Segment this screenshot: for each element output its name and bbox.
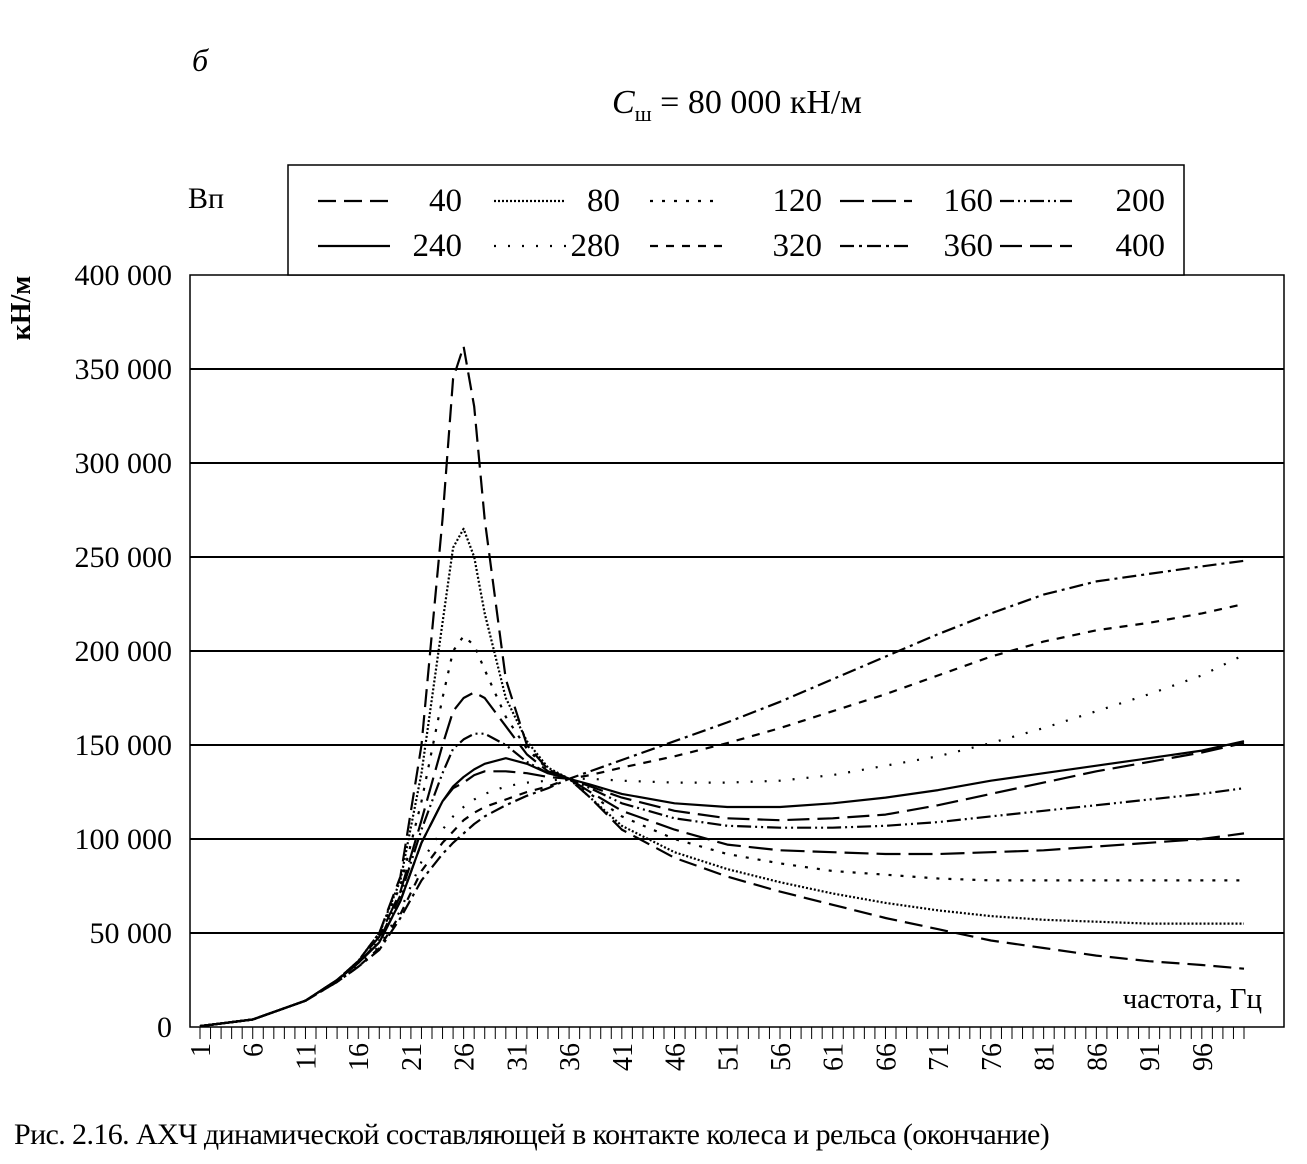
x-tick-label: 1: [186, 1043, 217, 1057]
title-subscript: ш: [634, 100, 652, 126]
x-tick-label: 11: [291, 1043, 322, 1070]
legend-label-200: 200: [1116, 183, 1166, 219]
grid-lines: [190, 368, 1284, 934]
y-tick-label: 250 000: [75, 541, 173, 574]
x-tick-label: 91: [1135, 1043, 1166, 1071]
legend-label-360: 360: [944, 228, 994, 264]
x-tick-label: 36: [555, 1043, 586, 1071]
x-tick-label: 61: [819, 1043, 850, 1071]
legend-label-280: 280: [571, 228, 621, 264]
x-tick-label: 86: [1082, 1043, 1113, 1071]
y-axis-label: кН/м: [6, 275, 37, 341]
legend-title: Вп: [188, 182, 224, 215]
y-tick-label: 100 000: [75, 823, 173, 856]
legend-label-80: 80: [587, 183, 620, 219]
y-tick-label: 50 000: [90, 917, 173, 950]
title-symbol: C: [612, 84, 635, 121]
series-line-40: [199, 345, 1245, 1028]
legend-box: [287, 164, 1185, 276]
series-line-160: [199, 691, 1245, 1028]
title-rest: = 80 000 кН/м: [651, 84, 862, 121]
y-tick-labels: 0 50 000 100 000 150 000 200 000 250 000 300 0…: [75, 259, 173, 1044]
x-tick-label: 21: [397, 1043, 428, 1071]
y-tick-label: 300 000: [75, 447, 173, 480]
x-tick-label: 51: [713, 1043, 744, 1071]
legend-label-320: 320: [773, 228, 823, 264]
x-tick-label: 76: [977, 1043, 1008, 1071]
chart-title: Cш = 80 000 кН/м: [612, 84, 862, 127]
y-tick-label: 200 000: [75, 635, 173, 668]
legend-label-40: 40: [429, 183, 462, 219]
x-axis-label: частота, Гц: [1123, 983, 1262, 1015]
x-tick-label: 66: [871, 1043, 902, 1071]
y-tick-label: 150 000: [75, 729, 173, 762]
x-tick-label: 31: [502, 1043, 533, 1071]
figure-caption: Рис. 2.16. АХЧ динамической составляющей…: [14, 1118, 1050, 1151]
y-tick-label: 400 000: [75, 259, 173, 292]
x-tick-label: 26: [450, 1043, 481, 1071]
x-tick-label: 81: [1030, 1043, 1061, 1071]
legend-label-240: 240: [413, 228, 463, 264]
legend-label-400: 400: [1116, 228, 1166, 264]
series-line-240: [199, 740, 1245, 1028]
series-lines: [199, 345, 1245, 1028]
y-tick-label: 0: [157, 1011, 172, 1044]
x-tick-label: 41: [608, 1043, 639, 1071]
x-tick-label: 46: [661, 1043, 692, 1071]
panel-label: б: [192, 42, 209, 78]
y-tick-label: 350 000: [75, 353, 173, 386]
series-line-360: [199, 559, 1245, 1028]
x-tick-label: 71: [924, 1043, 955, 1071]
x-tick-label: 16: [344, 1043, 375, 1071]
x-tick-labels: 1 6 11 16 21 26 31 36 41 46 51 56 61 66 71 76 81 86 91 96: [186, 1027, 1245, 1071]
legend-label-160: 160: [944, 183, 994, 219]
x-tick-label: 96: [1188, 1043, 1219, 1071]
x-tick-label: 6: [239, 1043, 270, 1057]
legend-label-120: 120: [773, 183, 823, 219]
x-tick-label: 56: [766, 1043, 797, 1071]
legend: 40 80 120 160 200 240 280 320 360 400: [318, 183, 1165, 264]
